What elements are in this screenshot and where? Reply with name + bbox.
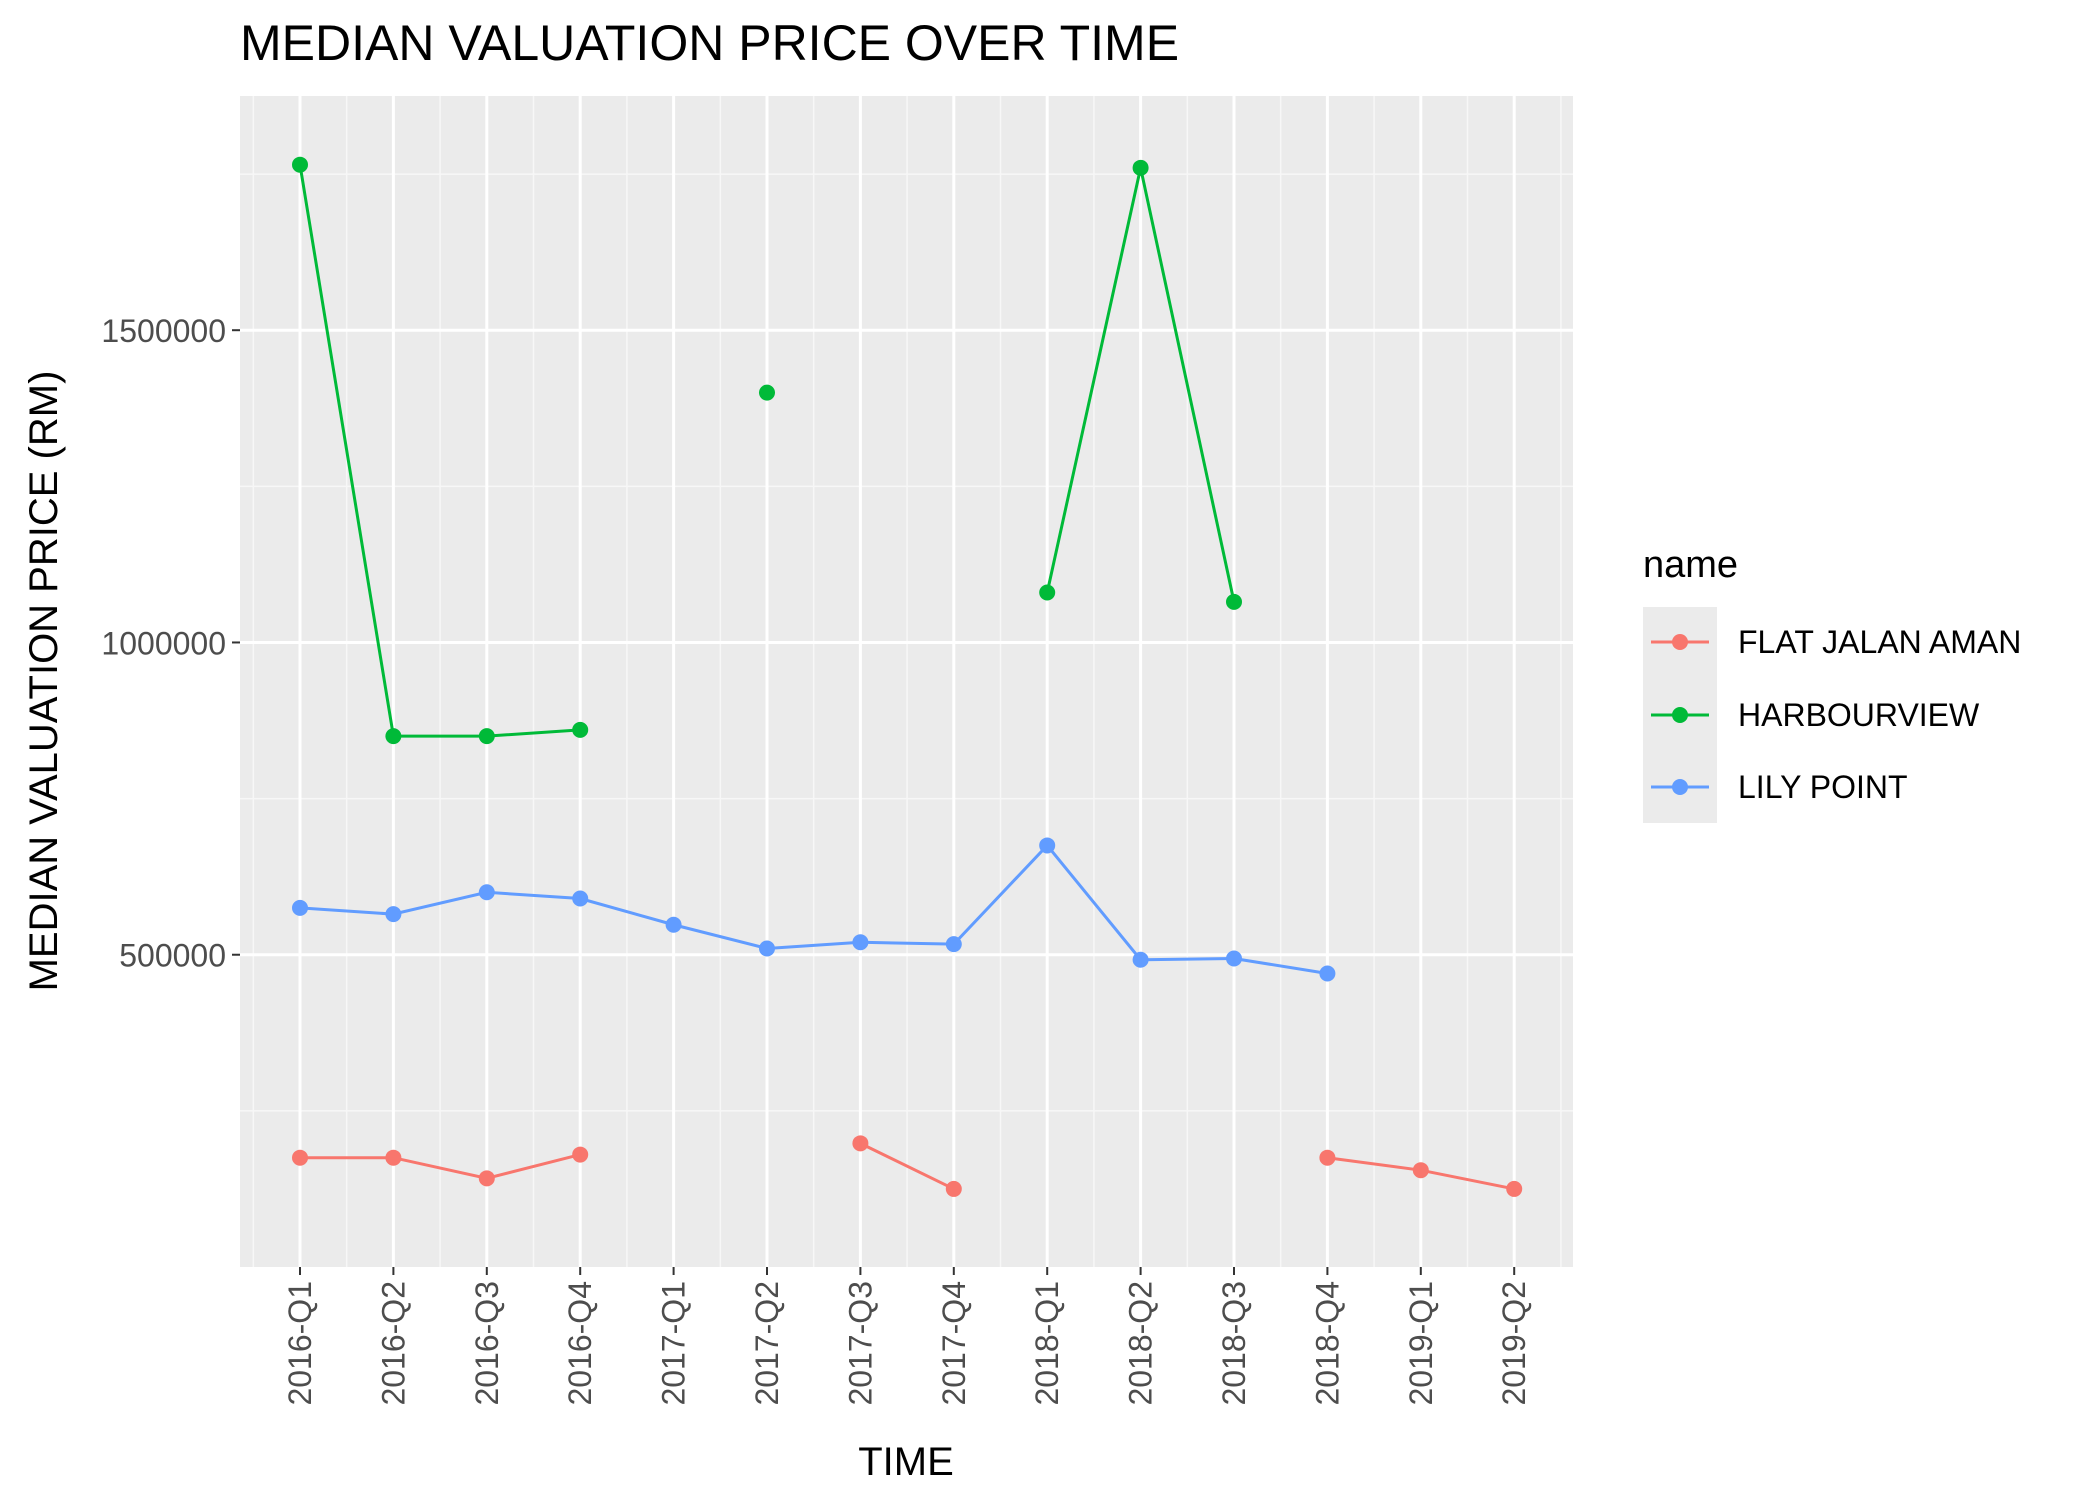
grid [240, 96, 1573, 1267]
x-tick-label: 2017-Q4 [936, 1281, 972, 1406]
x-tick-label: 2017-Q3 [842, 1281, 878, 1406]
legend-key-point [1672, 707, 1688, 723]
data-point [292, 1149, 308, 1166]
data-point [665, 916, 682, 933]
data-point [478, 728, 495, 745]
data-point [572, 721, 589, 738]
x-tick-label: 2016-Q2 [375, 1281, 411, 1406]
series-line [300, 1153, 581, 1180]
series-layer [292, 156, 1523, 1197]
series-line [298, 164, 581, 738]
data-point [1319, 965, 1336, 982]
legend-item: FLAT JALAN AMAN [1651, 624, 2021, 660]
data-point [1039, 837, 1056, 854]
x-axis-title: TIME [858, 1440, 954, 1484]
data-point [1412, 1162, 1429, 1179]
data-point [292, 156, 308, 173]
legend-key-point [1672, 634, 1688, 650]
data-point [572, 890, 589, 907]
x-tick-label: 2016-Q1 [282, 1281, 318, 1406]
data-point [759, 384, 775, 401]
legend-title: name [1643, 544, 1738, 586]
x-tick-label: 2018-Q1 [1029, 1281, 1065, 1406]
data-point [759, 940, 775, 957]
data-point [1226, 593, 1242, 610]
x-tick-label: 2017-Q2 [749, 1281, 785, 1406]
axes: 500000 1000000 1500000 2016-Q1 2016-Q2 2016-Q… [101, 313, 1532, 1405]
y-axis-title: MEDIAN VALUATION PRICE (RM) [22, 371, 66, 992]
data-point [1039, 584, 1056, 601]
data-point [852, 1135, 869, 1152]
x-tick-label: 2018-Q2 [1123, 1281, 1159, 1406]
data-point [292, 899, 308, 916]
data-point [1226, 950, 1242, 967]
data-point [1506, 1180, 1523, 1197]
x-tick-label: 2019-Q1 [1403, 1281, 1439, 1406]
y-tick-label: 1000000 [101, 625, 226, 661]
data-point [385, 1149, 402, 1166]
x-tick-label: 2018-Q4 [1309, 1281, 1345, 1406]
data-point [852, 934, 869, 951]
data-point [478, 1170, 495, 1187]
data-point [945, 936, 962, 953]
series [292, 1135, 1523, 1197]
legend-label: LILY POINT [1738, 769, 1908, 805]
data-point [1319, 1149, 1336, 1166]
x-tick-label: 2016-Q4 [562, 1281, 598, 1406]
chart-title: MEDIAN VALUATION PRICE OVER TIME [240, 15, 1179, 71]
series-line [299, 843, 1328, 975]
data-point [1132, 159, 1149, 176]
x-tick-label: 2018-Q3 [1216, 1281, 1252, 1406]
y-tick-label: 1500000 [101, 313, 226, 349]
x-tick-label: 2017-Q1 [656, 1281, 692, 1406]
series [292, 156, 1242, 745]
data-point [1132, 951, 1149, 968]
data-point [385, 906, 402, 923]
series [292, 837, 1336, 982]
data-point [385, 728, 402, 745]
legend-items: FLAT JALAN AMAN HARBOURVIEW LILY POINT [1651, 624, 2021, 805]
data-point [945, 1180, 962, 1197]
series-line [859, 1141, 955, 1191]
x-tick-label: 2016-Q3 [469, 1281, 505, 1406]
legend-item: HARBOURVIEW [1651, 697, 1980, 733]
legend-key-point [1672, 779, 1688, 795]
legend-item: LILY POINT [1651, 769, 1908, 805]
legend-label: FLAT JALAN AMAN [1738, 624, 2021, 660]
x-tick-label: 2019-Q2 [1496, 1281, 1532, 1406]
data-point [572, 1146, 589, 1163]
y-tick-label: 500000 [119, 938, 226, 974]
legend: name FLAT JALAN AMAN HARBOURVIEW LILY POIN… [1643, 544, 2021, 823]
data-point [478, 884, 495, 901]
legend-label: HARBOURVIEW [1738, 697, 1980, 733]
